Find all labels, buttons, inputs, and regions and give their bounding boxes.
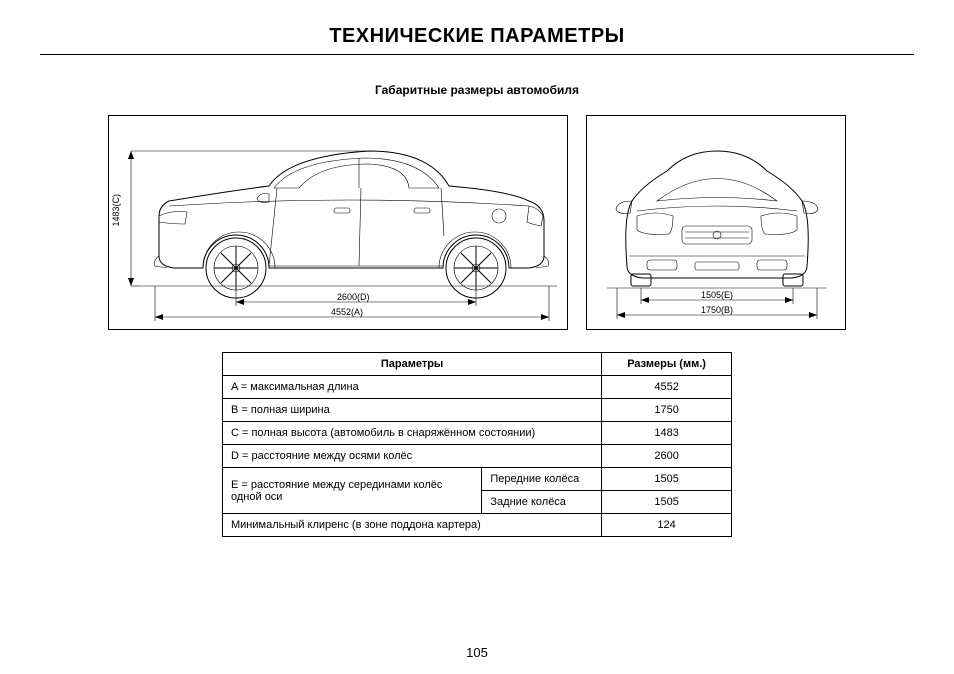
diagram-front: 1505(E) 1750(B) [586,115,846,330]
value-cell: 2600 [602,445,732,468]
value-cell: 1750 [602,399,732,422]
title-rule [40,54,914,55]
page-title: ТЕХНИЧЕСКИЕ ПАРАМЕТРЫ [40,25,914,54]
table-header-row: Параметры Размеры (мм.) [223,353,732,376]
label-wheelbase: 2600(D) [337,292,370,302]
param-cell: C = полная высота (автомобиль в снаряжён… [223,422,602,445]
sub-cell: Задние колёса [482,491,602,514]
param-cell: E = расстояние между серединами колёс од… [223,468,482,514]
value-cell: 1505 [602,491,732,514]
table-row: A = максимальная длина 4552 [223,376,732,399]
sub-cell: Передние колёса [482,468,602,491]
label-height: 1483(C) [111,194,121,227]
header-param: Параметры [223,353,602,376]
page-number: 105 [0,645,954,660]
header-value: Размеры (мм.) [602,353,732,376]
label-length: 4552(A) [331,307,363,317]
param-cell: D = расстояние между осями колёс [223,445,602,468]
table-row: E = расстояние между серединами колёс од… [223,468,732,491]
label-track: 1505(E) [701,290,733,300]
table-row: B = полная ширина 1750 [223,399,732,422]
diagrams-row: 1483(C) 2600(D) 4552(A) [40,115,914,330]
label-width: 1750(B) [701,305,733,315]
table-row: D = расстояние между осями колёс 2600 [223,445,732,468]
value-cell: 1483 [602,422,732,445]
value-cell: 1505 [602,468,732,491]
spec-table: Параметры Размеры (мм.) A = максимальная… [222,352,732,537]
table-row: Минимальный клиренс (в зоне поддона карт… [223,514,732,537]
diagram-side: 1483(C) 2600(D) 4552(A) [108,115,568,330]
value-cell: 4552 [602,376,732,399]
value-cell: 124 [602,514,732,537]
param-cell: Минимальный клиренс (в зоне поддона карт… [223,514,602,537]
param-cell: A = максимальная длина [223,376,602,399]
param-cell: B = полная ширина [223,399,602,422]
subtitle: Габаритные размеры автомобиля [40,83,914,97]
table-row: C = полная высота (автомобиль в снаряжён… [223,422,732,445]
